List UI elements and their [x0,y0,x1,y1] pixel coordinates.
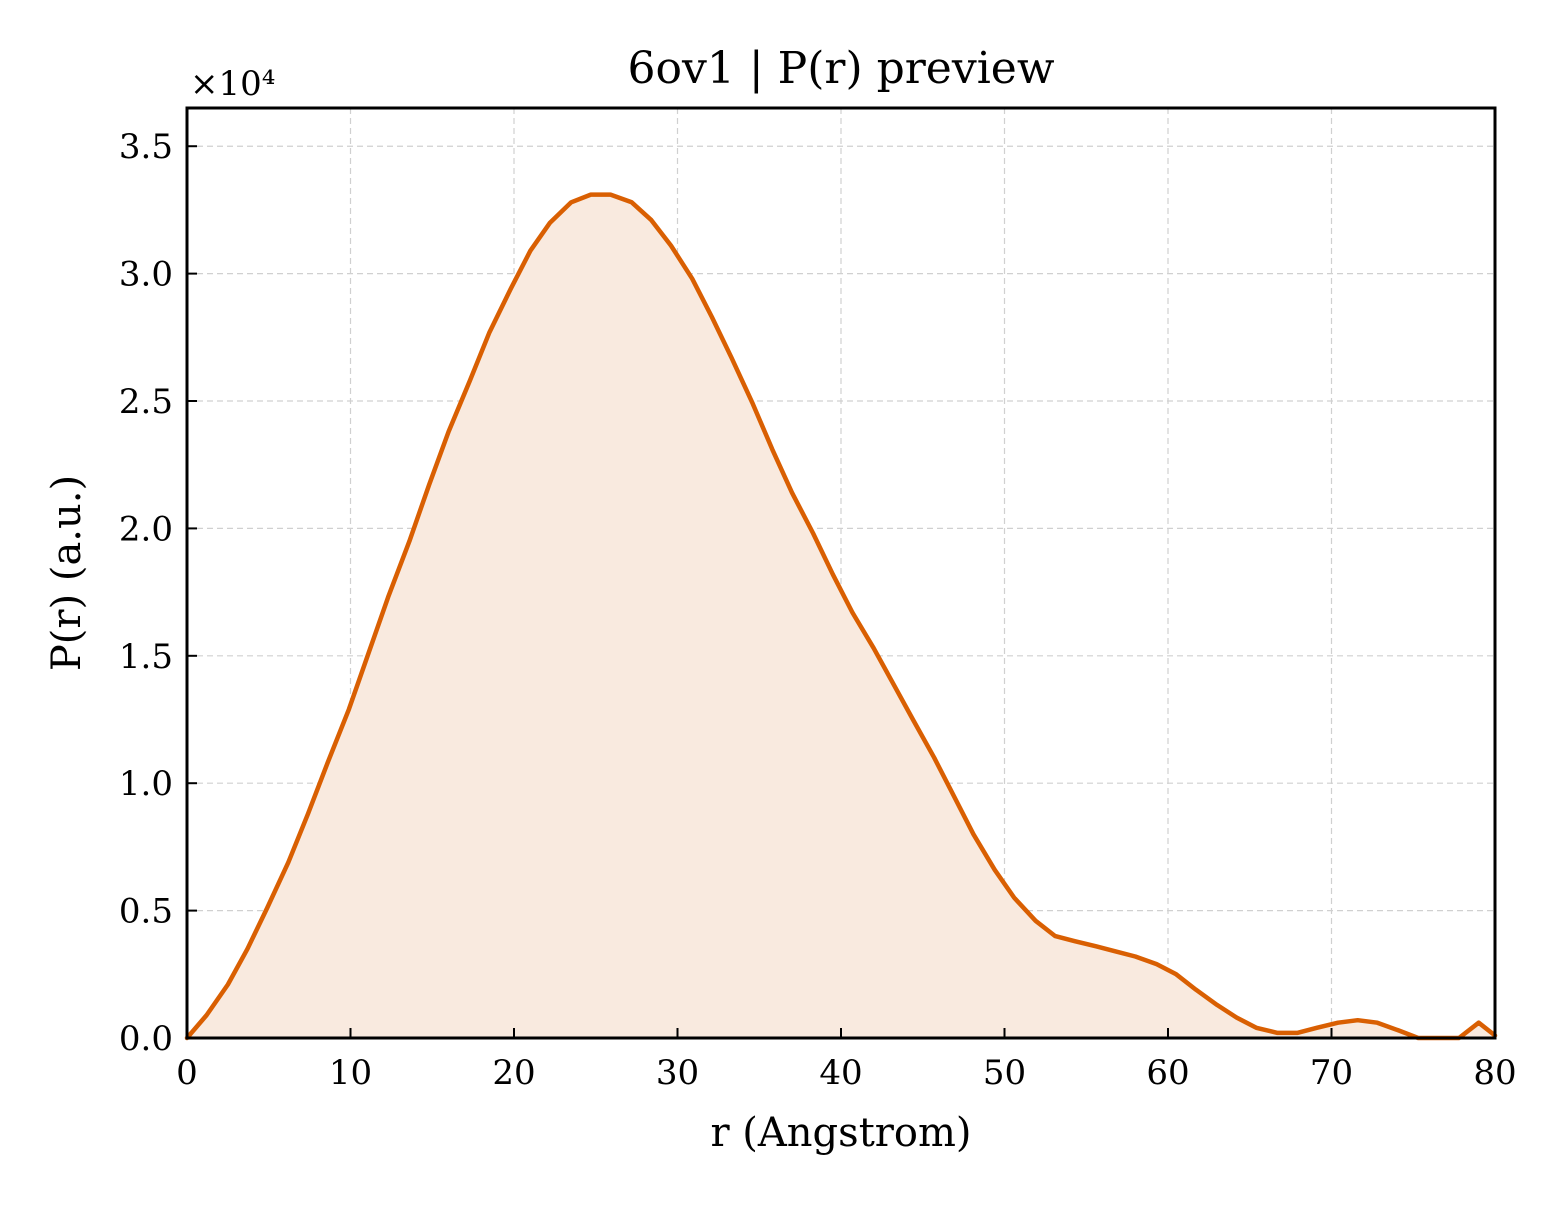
pr-area-fill [187,194,1495,1039]
y-tick-label: 2.5 [119,382,173,422]
y-axis-label: P(r) (a.u.) [44,475,90,671]
x-tick-label: 60 [1146,1053,1189,1093]
pr-series-line [184,192,1498,1041]
y-tick-label: 0.0 [119,1019,173,1059]
y-tick-label: 1.5 [119,637,173,677]
y-axis-multiplier: ×10⁴ [190,64,275,104]
x-tick-label: 80 [1473,1053,1516,1093]
x-axis-label: r (Angstrom) [710,1110,971,1156]
x-tick-label: 10 [329,1053,372,1093]
y-tick-label: 3.0 [119,255,173,295]
x-tick-label: 20 [492,1053,535,1093]
y-tick-label: 3.5 [119,127,173,167]
x-tick-label: 0 [176,1053,198,1093]
y-tick-label: 0.5 [119,892,173,932]
x-tick-label: 70 [1310,1053,1353,1093]
x-tick-label: 40 [819,1053,862,1093]
chart-title: 6ov1 | P(r) preview [628,43,1055,94]
y-tick-label: 1.0 [119,764,173,804]
x-tick-label: 30 [656,1053,699,1093]
x-tick-label: 50 [983,1053,1026,1093]
y-tick-label: 2.0 [119,509,173,549]
axis-ticks: 0 10 20 30 40 50 60 70 80 0.0 0.5 1.0 1.5 2.0 2.5 3.0 3.… [119,127,1517,1093]
